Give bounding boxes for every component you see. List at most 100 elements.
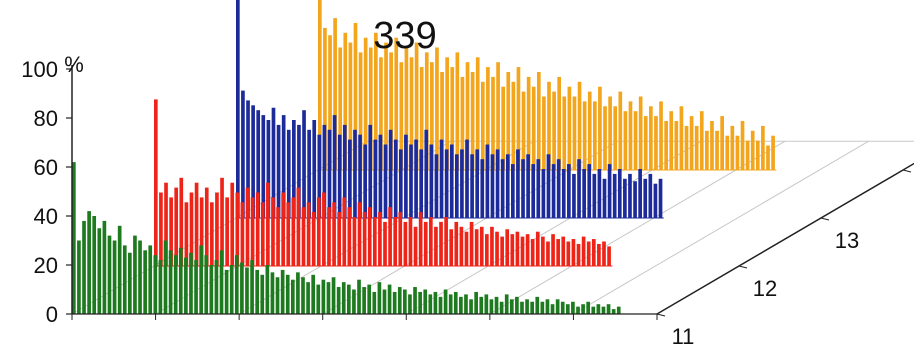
bar-mark — [368, 124, 373, 218]
bar-mark — [465, 139, 469, 218]
bar-mark — [194, 182, 199, 266]
bar-mark — [638, 169, 642, 218]
bar-mark — [552, 91, 556, 170]
bar-mark — [628, 101, 633, 170]
bar-mark — [148, 245, 153, 314]
bar-mark — [490, 154, 495, 218]
bar-mark — [164, 182, 168, 266]
bar-mark — [506, 72, 511, 170]
bar-mark — [470, 72, 475, 170]
bar-mark — [545, 299, 550, 314]
bar-mark — [654, 116, 658, 170]
bar-mark — [312, 120, 317, 218]
bar-mark — [377, 282, 382, 314]
bar-mark — [240, 262, 244, 314]
bar-mark — [439, 221, 443, 266]
bar-mark — [138, 240, 142, 314]
bar-mark — [434, 226, 438, 266]
bar-mark — [384, 42, 388, 170]
bar-mark — [581, 236, 586, 266]
bar-mark — [353, 23, 358, 170]
bar-mark — [413, 287, 417, 314]
bar-mark — [699, 111, 704, 170]
bar-mark — [638, 96, 643, 170]
bar-mark — [664, 121, 668, 170]
bar-mark — [617, 169, 622, 218]
bar-mark — [561, 169, 566, 218]
bar-mark — [311, 212, 316, 266]
bar-mark — [260, 202, 265, 266]
y-tick-label: 20 — [34, 253, 58, 278]
bar-mark — [112, 240, 117, 314]
bar-mark — [326, 282, 331, 314]
bar-mark — [398, 149, 403, 218]
bar-mark — [530, 239, 535, 266]
bar-mark — [419, 149, 423, 218]
bar-mark — [255, 269, 259, 314]
bar-mark — [250, 260, 254, 314]
bar-mark — [102, 220, 107, 314]
bar-mark — [464, 294, 468, 314]
bar-mark — [347, 284, 351, 314]
bar-mark — [566, 241, 571, 266]
bar-mark — [540, 301, 545, 314]
bar-mark — [332, 202, 336, 266]
bar-mark — [587, 164, 592, 218]
bar-mark — [725, 135, 730, 170]
bar-mark — [475, 57, 480, 170]
series-11 — [72, 162, 622, 315]
bar-mark — [479, 296, 484, 314]
bar-mark — [454, 221, 459, 266]
bar-mark — [434, 154, 439, 218]
bar-mark — [469, 299, 473, 314]
bar-mark — [572, 173, 576, 218]
bar-mark — [414, 42, 419, 170]
bar-mark — [459, 226, 464, 266]
series-layer — [72, 0, 777, 315]
bar-mark — [379, 57, 383, 170]
bar-mark — [261, 115, 266, 218]
bar-mark — [348, 139, 352, 218]
bar-mark — [255, 192, 260, 266]
bar-mark — [363, 144, 367, 218]
bar-mark — [362, 212, 367, 266]
bar-mark — [311, 274, 316, 314]
bar-mark — [591, 239, 596, 266]
bar-mark — [429, 144, 434, 218]
bar-mark — [179, 177, 184, 266]
series-13 — [236, 0, 664, 219]
bar-mark — [505, 229, 510, 266]
bar-mark — [286, 129, 291, 218]
bar-mark — [343, 32, 348, 170]
bar-mark — [368, 47, 373, 170]
bar-mark — [649, 106, 653, 170]
bar-mark — [541, 169, 546, 218]
bar-mark — [603, 106, 607, 170]
bar-mark — [536, 159, 541, 218]
bar-mark — [474, 229, 479, 266]
bar-mark — [535, 231, 540, 266]
y-tick-label: 40 — [34, 204, 58, 229]
bar-mark — [582, 169, 586, 218]
bar-mark — [393, 139, 398, 218]
bar-mark — [393, 217, 398, 266]
bar-mark — [633, 181, 637, 218]
bar-mark — [750, 130, 755, 170]
bar-mark — [372, 291, 377, 314]
bar-mark — [521, 159, 525, 218]
bar-mark — [337, 212, 341, 266]
y-tick-label: 0 — [46, 302, 58, 327]
bar-mark — [230, 182, 235, 266]
axis-layer: 02040608010011121317 — [21, 57, 914, 347]
bar-mark — [184, 257, 188, 314]
bar-mark — [215, 192, 219, 266]
bar-mark — [372, 217, 377, 266]
bar-mark — [271, 107, 276, 218]
bar-mark — [327, 129, 332, 218]
bar-mark — [607, 164, 612, 218]
depth-label: 11 — [672, 324, 695, 347]
bar-mark — [429, 217, 433, 266]
bar-mark — [491, 76, 495, 170]
bar-mark — [439, 139, 444, 218]
bar-mark — [265, 265, 270, 314]
